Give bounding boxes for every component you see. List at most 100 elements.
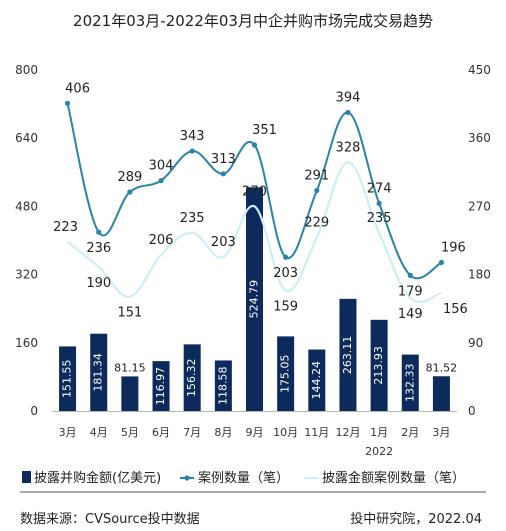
bar-data-label: 132.33 (403, 364, 416, 403)
bar (339, 298, 357, 411)
bar (401, 354, 419, 411)
line-cases-point (64, 100, 71, 106)
line-cases-point (96, 229, 102, 235)
line-cases-point (189, 148, 195, 154)
bar-data-label: 156.32 (185, 358, 198, 397)
line-disclosed-label: 149 (398, 307, 423, 322)
bar (90, 333, 108, 411)
line-cases-point (438, 259, 445, 266)
line-cases-point (345, 109, 351, 116)
bar-data-label: 213.93 (372, 346, 385, 385)
legend-label-disclosed: 披露金额案例数量（笔） (322, 470, 465, 486)
right-axis-tick: 90 (468, 336, 483, 350)
line-disclosed-label: 159 (273, 300, 298, 315)
right-axis-tick: 360 (468, 131, 491, 145)
left-axis-tick: 0 (30, 404, 38, 418)
legend-label-cases: 案例数量（笔） (198, 470, 289, 486)
line-disclosed-label: 235 (180, 211, 205, 226)
bar-data-label: 116.97 (154, 367, 167, 406)
line-disclosed-label: 156 (443, 302, 468, 317)
right-axis-tick: 180 (468, 268, 491, 282)
line-cases-label: 236 (86, 241, 111, 256)
line-cases-point (127, 189, 133, 195)
chart-title: 2021年03月-2022年03月中企并购市场完成交易趋势 (73, 12, 433, 30)
x-axis-tick: 10月 (273, 426, 298, 439)
line-cases-point (283, 254, 289, 260)
line-disclosed-label: 229 (304, 215, 329, 230)
line-cases-label: 291 (304, 168, 329, 183)
bar-data-label: 118.58 (216, 366, 229, 405)
x-axis-tick: 9月 (246, 426, 264, 439)
line-cases-label: 343 (180, 129, 205, 144)
bar (308, 349, 326, 411)
legend-swatch-cases-dot (184, 475, 190, 481)
line-disclosed-cases (66, 161, 442, 304)
line-cases-label: 289 (117, 170, 142, 185)
left-axis-tick: 160 (15, 336, 38, 350)
line-cases-point (407, 272, 413, 278)
x-axis-tick: 3月 (432, 426, 450, 439)
line-cases-point (251, 142, 258, 148)
x-axis-tick: 7月 (183, 426, 201, 439)
line-disclosed-label: 151 (117, 306, 142, 321)
line-disclosed-label: 235 (367, 211, 392, 226)
line-cases-point (158, 178, 164, 184)
bar-data-label: 263.11 (341, 336, 354, 375)
bar (370, 319, 388, 411)
bar-data-label: 81.52 (426, 361, 458, 374)
line-cases-label: 304 (149, 159, 174, 174)
line-disclosed-label: 203 (211, 235, 236, 250)
axis-layer: 0 160 320 480 640 800 0 90 180 270 360 450 3月 4月 5月 6月 7… (15, 63, 491, 458)
line-cases-label: 313 (211, 152, 236, 167)
x-axis-tick: 6月 (152, 426, 170, 439)
bar-data-label: 524.79 (248, 280, 261, 319)
line-cases-label: 406 (65, 81, 90, 96)
bars-layer: 151.55 181.34 81.15 116.97 156.32 118.58 524.7… (59, 187, 457, 411)
line-cases-label: 179 (398, 284, 423, 299)
bar (121, 376, 139, 411)
right-axis-tick: 0 (468, 404, 476, 418)
line-cases (66, 103, 442, 280)
right-axis-tick: 450 (468, 63, 491, 77)
legend: 披露并购金额(亿美元) 案例数量（笔） 披露金额案例数量（笔） (20, 470, 486, 493)
bar (152, 361, 170, 411)
line-cases-point (314, 187, 320, 194)
x-axis-tick: 5月 (121, 426, 139, 439)
line-disclosed-label: 328 (336, 140, 361, 155)
bar-data-label: 175.05 (279, 354, 292, 393)
publisher-credit: 投中研究院，2022.04 (350, 512, 482, 527)
line-disclosed-label: 190 (86, 276, 111, 291)
legend-label-bar: 披露并购金额(亿美元) (34, 470, 161, 486)
x-axis-tick: 4月 (90, 426, 108, 439)
bar (277, 336, 295, 411)
x-axis-tick: 3月 (59, 426, 77, 439)
bar (183, 344, 201, 411)
left-axis-tick: 640 (15, 131, 38, 145)
x-axis-tick: 2月 (401, 426, 419, 439)
line-cases-point (220, 171, 226, 177)
line-cases-label: 196 (441, 240, 466, 255)
line-cases-label: 274 (367, 181, 392, 196)
line-disclosed-label: 270 (242, 184, 267, 199)
bar-data-label: 181.34 (92, 353, 105, 392)
line-disclosed-label: 206 (149, 233, 174, 248)
line-cases-label: 394 (336, 90, 361, 105)
x-axis-tick: 8月 (214, 426, 232, 439)
year-label: 2022 (365, 445, 393, 458)
data-source-note: 数据来源：CVSource投中数据 (20, 512, 200, 527)
x-axis-tick: 12月 (335, 426, 360, 439)
legend-swatch-bar (22, 471, 31, 483)
lines-layer: 223 190 151 206 235 203 270 159 229 328 235 149 156 4… (53, 81, 468, 322)
bar-data-label: 81.15 (114, 361, 146, 374)
line-cases-label: 351 (252, 123, 277, 138)
left-axis-tick: 800 (15, 63, 38, 77)
line-cases-point (376, 200, 382, 206)
bar (214, 360, 232, 411)
line-disclosed-label: 223 (53, 220, 78, 235)
bar (246, 187, 263, 411)
x-axis-tick: 11月 (304, 426, 329, 439)
x-axis-tick: 1月 (370, 426, 388, 439)
right-axis-tick: 270 (468, 199, 491, 213)
